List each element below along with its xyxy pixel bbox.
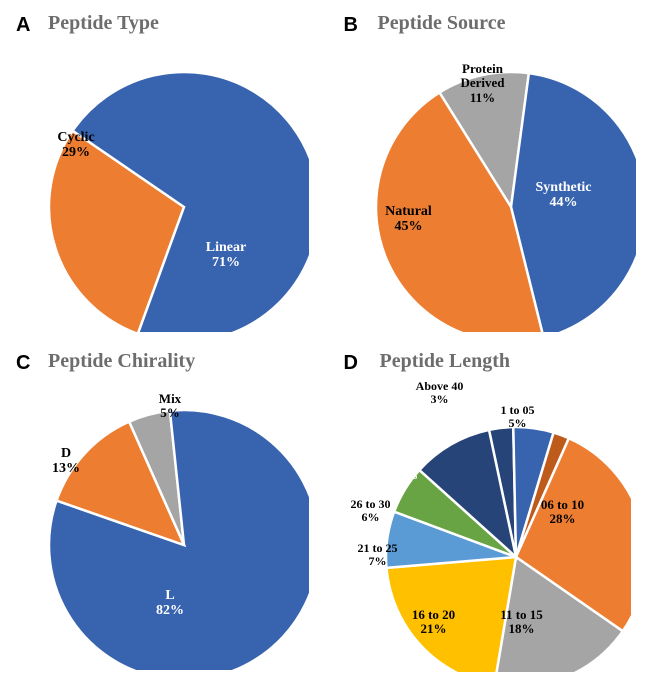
- slice-label: Synthetic44%: [536, 180, 592, 211]
- panel-title: Peptide Source: [378, 12, 506, 35]
- slice-label: Mix5%: [159, 392, 181, 421]
- slice-label: 31 to 4011%: [387, 456, 427, 482]
- slice-label: Natural45%: [385, 204, 432, 235]
- slice-label: Cyclic29%: [57, 130, 94, 161]
- panel-C: C Peptide Chirality Mix5% D13% L82%: [10, 348, 328, 676]
- slice-label: 26 to 306%: [351, 498, 391, 524]
- slice-label: 1 to 055%: [501, 404, 535, 430]
- panel-title: Peptide Length: [380, 350, 511, 373]
- slice-label: Above 403%: [416, 380, 464, 406]
- slice-label: 11 to 1518%: [500, 608, 543, 637]
- panel-letter: A: [16, 14, 30, 37]
- slice-label: L82%: [156, 588, 184, 619]
- panel-letter: B: [344, 14, 358, 37]
- panel-D: D Peptide Length Above 403% 1 to 055% 06 t…: [338, 348, 656, 676]
- panel-letter: C: [16, 352, 30, 375]
- pie-D: [361, 402, 631, 677]
- panel-A: A Peptide Type Cyclic29% Linear71%: [10, 10, 328, 338]
- pie-A: [29, 52, 309, 337]
- slice-label: 21 to 257%: [358, 542, 398, 568]
- chart-grid: A Peptide Type Cyclic29% Linear71% B Pept…: [10, 10, 655, 676]
- panel-letter: D: [344, 352, 358, 375]
- slice-label: ProteinDerived11%: [460, 62, 504, 105]
- slice-label: Linear71%: [206, 240, 246, 271]
- panel-title: Peptide Type: [48, 12, 159, 35]
- panel-title: Peptide Chirality: [48, 350, 195, 373]
- panel-B: B Peptide Source ProteinDerived11% Synthe…: [338, 10, 656, 338]
- slice-label: 16 to 2021%: [412, 608, 455, 637]
- slice-label: D13%: [52, 446, 80, 477]
- pie-C: [29, 390, 309, 675]
- slice-label: 06 to 1028%: [541, 498, 584, 527]
